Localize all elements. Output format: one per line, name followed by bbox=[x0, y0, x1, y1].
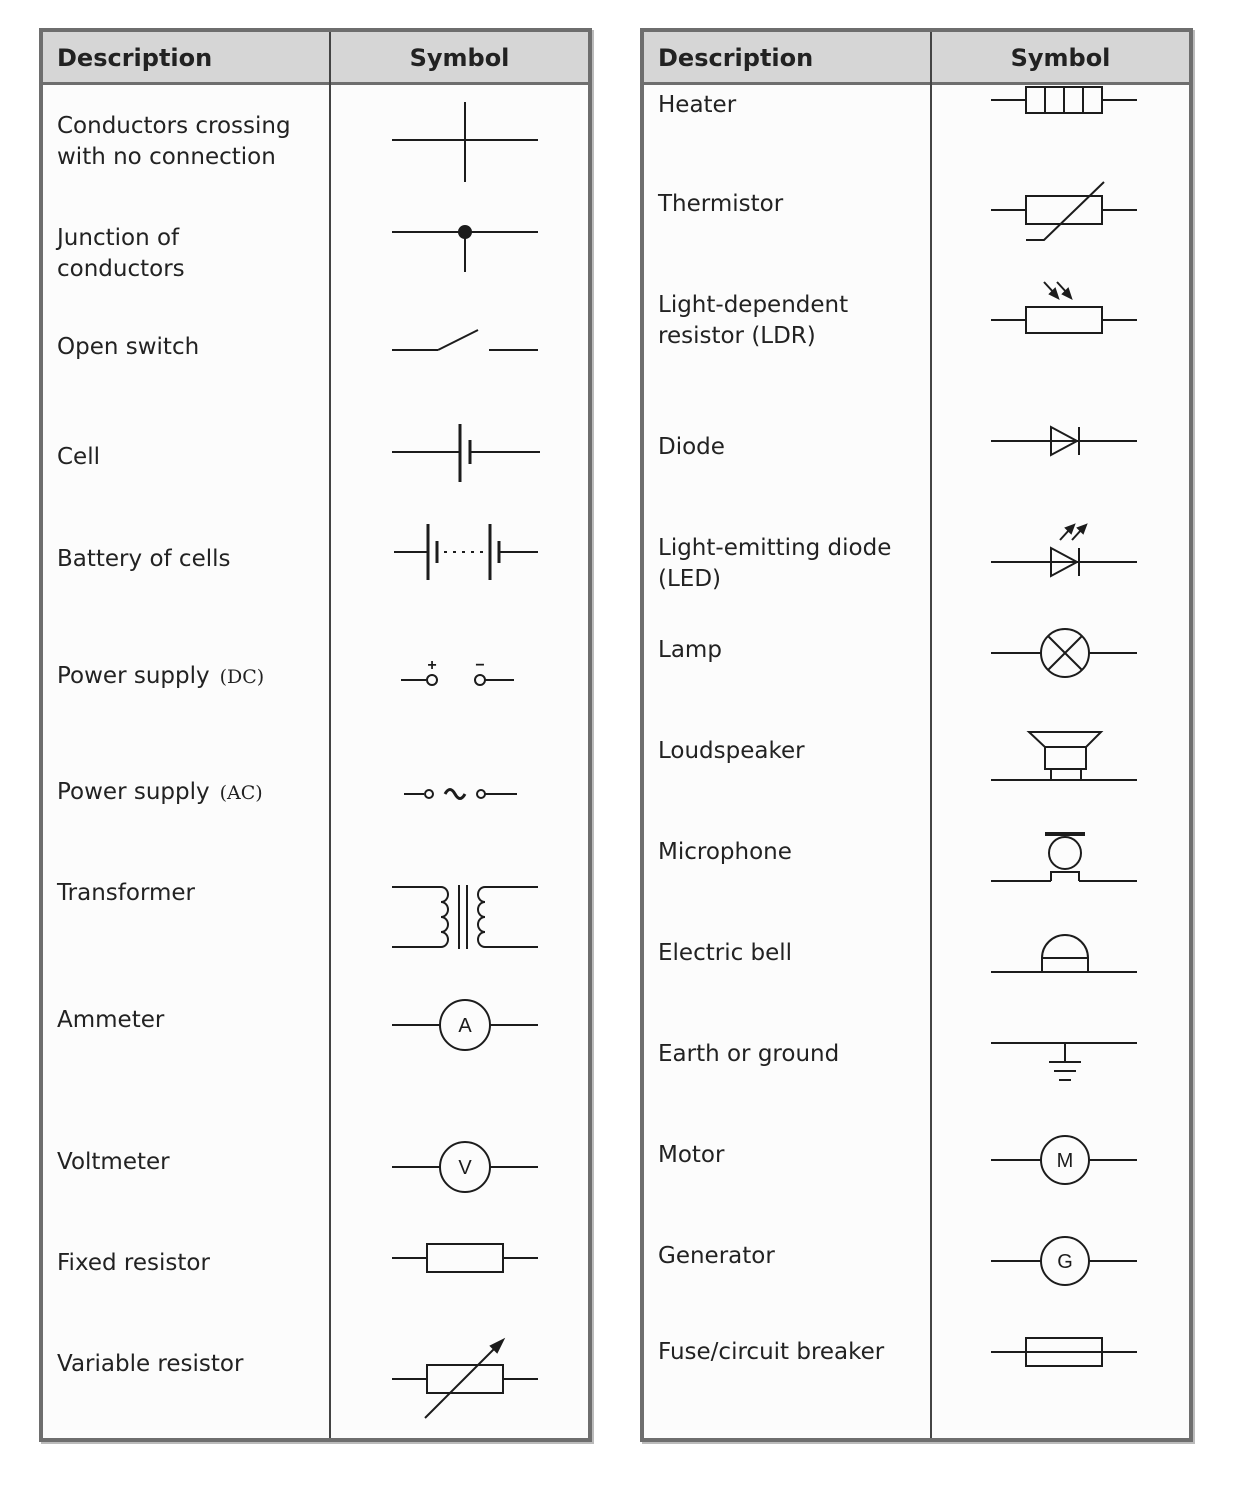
ldr-symbol-icon bbox=[991, 282, 1137, 333]
led-symbol-icon bbox=[991, 525, 1137, 576]
cell-symbol-icon bbox=[392, 424, 540, 482]
loudspeaker-symbol-icon bbox=[991, 732, 1137, 780]
dc-plus-sign: + bbox=[427, 657, 436, 674]
thermistor-symbol-icon bbox=[991, 182, 1137, 240]
open-switch-symbol-icon bbox=[392, 330, 538, 350]
earth-symbol-icon bbox=[991, 1043, 1137, 1080]
junction-symbol-icon bbox=[392, 226, 538, 272]
motor-letter: M bbox=[1057, 1150, 1074, 1172]
ammeter-symbol-icon: A bbox=[392, 1000, 538, 1050]
battery-symbol-icon bbox=[394, 524, 538, 580]
electric-bell-symbol-icon bbox=[991, 935, 1137, 972]
fixed-resistor-symbol-icon bbox=[392, 1244, 538, 1272]
left-symbols: + − A bbox=[43, 32, 596, 1446]
symbol-table-right: Description Symbol Heater Thermistor Lig… bbox=[640, 28, 1193, 1442]
symbol-table-left: Description Symbol Conductors crossing w… bbox=[39, 28, 592, 1442]
heater-symbol-icon bbox=[991, 87, 1137, 113]
generator-symbol-icon: G bbox=[991, 1237, 1137, 1285]
lamp-symbol-icon bbox=[991, 629, 1137, 677]
generator-letter: G bbox=[1057, 1251, 1073, 1273]
diode-symbol-icon bbox=[991, 427, 1137, 455]
voltmeter-letter: V bbox=[458, 1157, 472, 1179]
ac-power-supply-symbol-icon bbox=[404, 790, 517, 799]
right-symbols: M G bbox=[644, 32, 1197, 1446]
variable-resistor-symbol-icon bbox=[392, 1340, 538, 1418]
microphone-symbol-icon bbox=[991, 834, 1137, 881]
transformer-symbol-icon bbox=[392, 885, 538, 949]
dc-minus-sign: − bbox=[475, 657, 484, 674]
voltmeter-symbol-icon: V bbox=[392, 1142, 538, 1192]
motor-symbol-icon: M bbox=[991, 1136, 1137, 1184]
fuse-symbol-icon bbox=[991, 1338, 1137, 1366]
dc-power-supply-symbol-icon: + − bbox=[401, 657, 514, 685]
ammeter-letter: A bbox=[458, 1015, 472, 1037]
crossing-symbol-icon bbox=[392, 102, 538, 182]
